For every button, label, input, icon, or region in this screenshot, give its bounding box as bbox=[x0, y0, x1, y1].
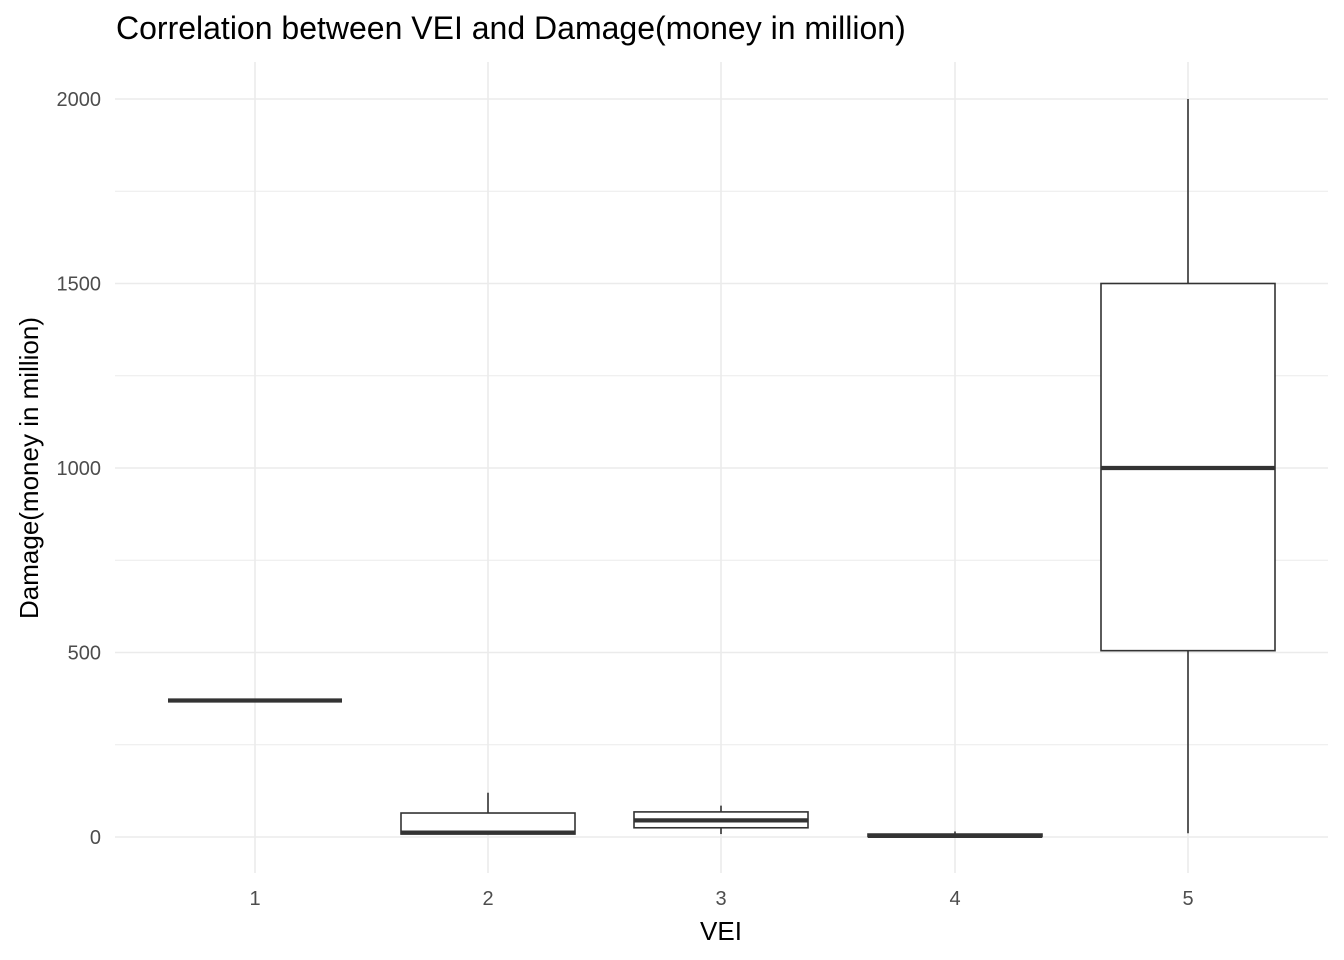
y-tick-label: 1000 bbox=[57, 458, 102, 480]
box-series bbox=[168, 99, 1276, 838]
x-axis-title: VEI bbox=[700, 916, 742, 946]
box-vei-2 bbox=[400, 792, 576, 835]
box-vei-3 bbox=[633, 805, 809, 835]
y-axis-title: Damage(money in million) bbox=[14, 317, 44, 619]
x-tick-label: 1 bbox=[249, 888, 260, 910]
x-tick-label: 2 bbox=[482, 888, 493, 910]
x-tick-label: 3 bbox=[715, 888, 726, 910]
box-vei-5 bbox=[1100, 99, 1276, 834]
chart-title: Correlation between VEI and Damage(money… bbox=[116, 10, 906, 46]
x-tick-label: 5 bbox=[1182, 888, 1193, 910]
x-tick-label: 4 bbox=[949, 888, 960, 910]
y-tick-label: 0 bbox=[90, 827, 101, 849]
y-tick-label: 2000 bbox=[57, 89, 102, 111]
x-axis-ticks: 1 2 3 4 5 bbox=[249, 888, 1193, 910]
y-tick-label: 1500 bbox=[57, 274, 102, 296]
y-axis-ticks: 0 500 1000 1500 2000 bbox=[57, 89, 102, 849]
box-vei-4 bbox=[867, 831, 1043, 838]
y-tick-label: 500 bbox=[68, 643, 101, 665]
